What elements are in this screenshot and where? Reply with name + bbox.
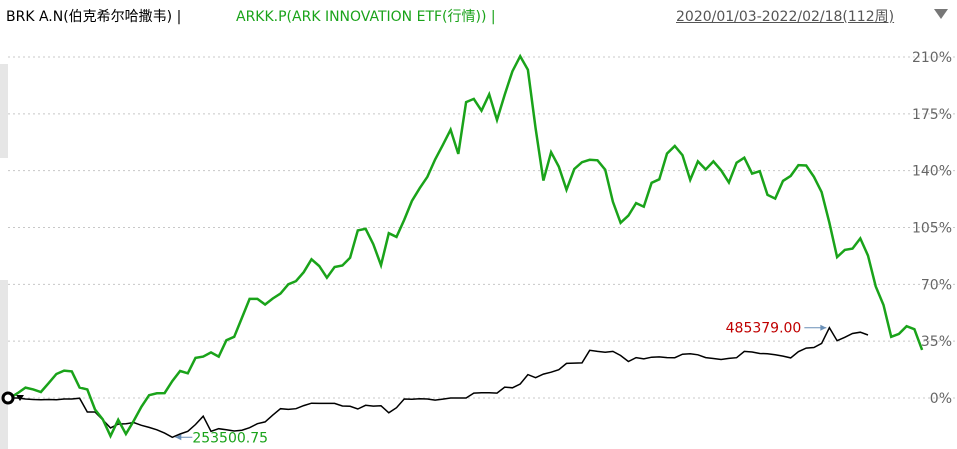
max-callout: 485379.00 (726, 321, 827, 337)
y-axis-ticks: 0% 35% 70% 105% 140% 175% 210% (912, 50, 952, 407)
side-strip-upper (0, 64, 8, 158)
max-arrow-icon (820, 324, 827, 331)
y-tick-label: 0% (930, 391, 952, 407)
date-range-selector[interactable]: 2020/01/03-2022/02/18(112周) (676, 9, 895, 25)
dropdown-arrow-icon[interactable] (934, 9, 948, 19)
y-tick-label: 210% (912, 50, 952, 66)
min-arrow-icon (175, 434, 182, 441)
min-value-label: 253500.75 (192, 430, 268, 446)
side-strip-lower (0, 280, 8, 449)
grid-lines (8, 56, 957, 399)
min-callout: 253500.75 (175, 430, 268, 446)
start-arrow-icon (16, 395, 24, 401)
series2-line (9, 53, 924, 439)
series2-title[interactable]: ARKK.P(ARK INNOVATION ETF(行情)) | (236, 9, 496, 25)
series1-title[interactable]: BRK A.N(伯克希尔哈撒韦) | (6, 9, 182, 25)
y-tick-label: 70% (921, 277, 952, 293)
y-tick-label: 105% (912, 221, 952, 237)
y-tick-label: 175% (912, 107, 952, 123)
start-marker-icon (1, 391, 24, 405)
y-tick-label: 140% (912, 164, 952, 180)
series1-line (10, 326, 869, 439)
y-tick-label: 35% (921, 334, 952, 350)
max-value-label: 485379.00 (726, 321, 802, 337)
start-circle-icon (1, 391, 15, 405)
chart-header: BRK A.N(伯克希尔哈撒韦) | ARKK.P(ARK INNOVATION… (0, 0, 957, 28)
